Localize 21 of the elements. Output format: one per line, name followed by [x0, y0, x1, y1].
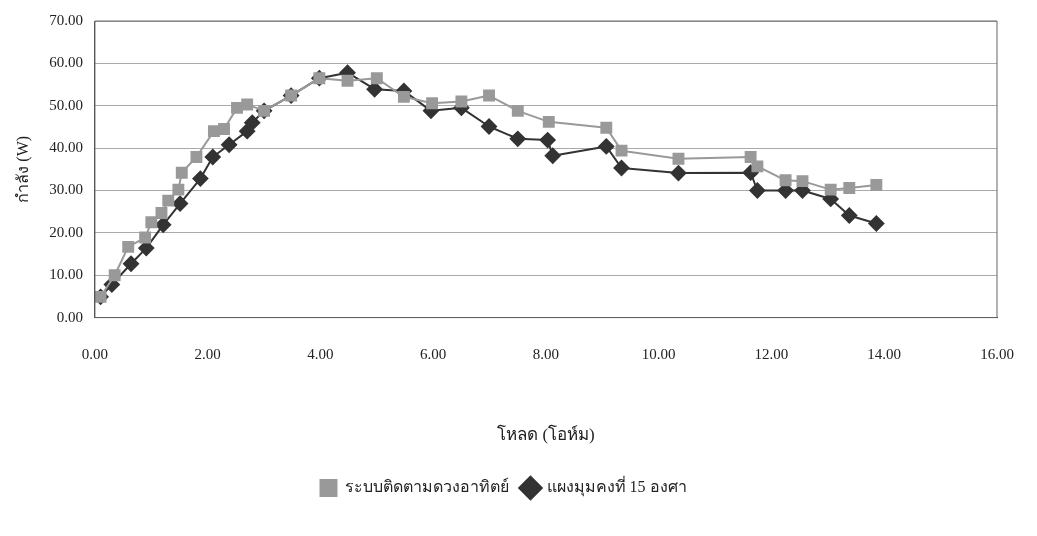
legend-label: แผงมุมคงที่ 15 องศา [546, 475, 687, 498]
x-tick-label: 16.00 [980, 345, 1014, 362]
y-tick-label: 70.00 [49, 11, 83, 28]
x-tick-label: 6.00 [420, 345, 447, 362]
y-tick-label: 60.00 [49, 54, 83, 71]
x-tick-label: 0.00 [81, 345, 109, 362]
x-tick-label: 14.00 [867, 345, 902, 362]
x-tick-label: 12.00 [754, 345, 789, 362]
y-tick-label: 40.00 [49, 139, 83, 156]
y-tick-label: 20.00 [49, 223, 83, 240]
y-tick-label: 0.00 [56, 308, 83, 325]
x-tick-label: 10.00 [641, 345, 676, 362]
x-tick-label: 4.00 [307, 345, 334, 362]
legend-label: ระบบติดตามดวงอาทิตย์ [344, 477, 509, 496]
y-tick-label: 10.00 [49, 266, 83, 283]
y-tick-label: 30.00 [49, 181, 83, 198]
y-tick-label: 50.00 [49, 96, 83, 113]
x-tick-label: 2.00 [194, 345, 221, 362]
x-tick-label: 8.00 [532, 345, 560, 362]
y-axis-title: กำลัง (W) [13, 135, 32, 203]
x-axis-title: โหลด (โอห์ม) [497, 424, 595, 445]
